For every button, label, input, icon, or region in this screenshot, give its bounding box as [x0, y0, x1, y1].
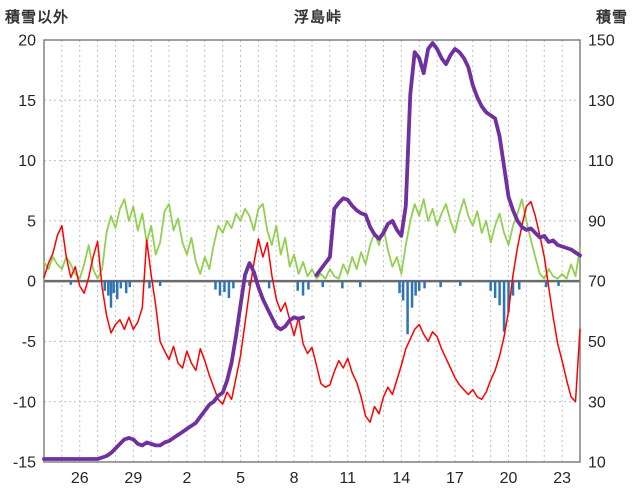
series-snow-depth	[42, 41, 582, 461]
x-tick-label: 11	[339, 470, 356, 487]
right-tick-label: 150	[588, 33, 615, 50]
series-temperature	[43, 200, 581, 423]
right-tick-label: 110	[588, 153, 614, 170]
x-tick-label: 2	[182, 470, 191, 487]
left-tick-label: 0	[27, 274, 36, 291]
x-tick-label: 29	[124, 470, 142, 487]
left-tick-label: -15	[13, 455, 36, 472]
left-tick-label: -10	[13, 394, 36, 411]
left-tick-label: 20	[18, 33, 36, 50]
right-tick-label: 90	[588, 213, 606, 230]
right-tick-label: 70	[588, 274, 606, 291]
right-tick-label: 30	[588, 394, 606, 411]
right-axis-title: 積雪	[595, 9, 628, 26]
series-wind	[43, 198, 581, 280]
left-tick-label: -5	[22, 334, 36, 351]
x-tick-label: 17	[446, 470, 464, 487]
left-tick-label: 10	[18, 153, 36, 170]
x-tick-label: 14	[392, 470, 410, 487]
right-tick-label: 130	[588, 93, 615, 110]
right-tick-label: 10	[588, 455, 606, 472]
x-tick-label: 23	[553, 470, 571, 487]
x-tick-label: 26	[71, 470, 89, 487]
chart-title: 浮島峠	[293, 9, 342, 26]
left-tick-label: 15	[18, 93, 36, 110]
x-tick-label: 20	[500, 470, 518, 487]
x-tick-label: 5	[236, 470, 245, 487]
right-tick-label: 50	[588, 334, 606, 351]
x-tick-label: 8	[290, 470, 299, 487]
left-axis-title: 積雪以外	[5, 9, 70, 26]
left-tick-label: 5	[27, 213, 36, 230]
